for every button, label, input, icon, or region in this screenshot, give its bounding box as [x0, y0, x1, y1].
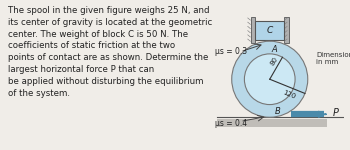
Bar: [251, 17, 256, 43]
Text: A: A: [272, 45, 277, 54]
Text: C: C: [267, 26, 273, 35]
Circle shape: [244, 54, 295, 105]
Text: 120: 120: [282, 90, 296, 100]
Text: μs = 0.3: μs = 0.3: [215, 47, 247, 56]
Text: μs = 0.4: μs = 0.4: [215, 119, 247, 128]
Text: Dimensions
in mm: Dimensions in mm: [316, 52, 350, 65]
Text: P: P: [332, 108, 338, 119]
Circle shape: [232, 41, 308, 117]
Bar: [284, 17, 289, 43]
Text: 80: 80: [270, 56, 280, 67]
Bar: [217, 119, 327, 127]
Text: B: B: [275, 107, 281, 116]
Bar: [256, 21, 284, 39]
Text: The spool in the given figure weighs 25 N, and
its center of gravity is located : The spool in the given figure weighs 25 …: [8, 6, 212, 97]
